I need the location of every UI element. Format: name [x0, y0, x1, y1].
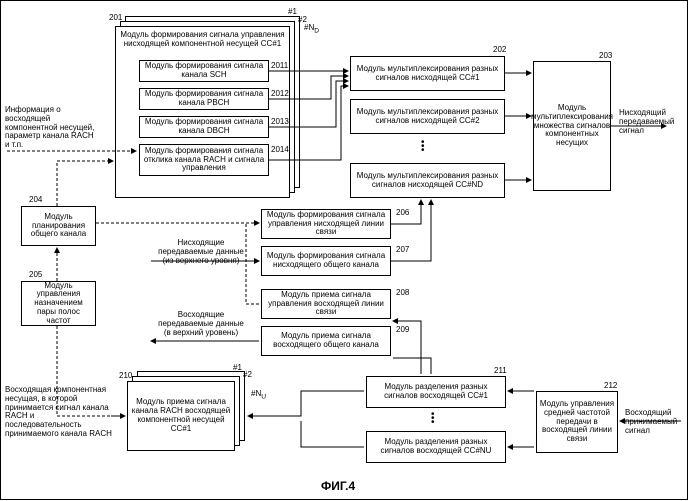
arrows	[1, 1, 688, 501]
